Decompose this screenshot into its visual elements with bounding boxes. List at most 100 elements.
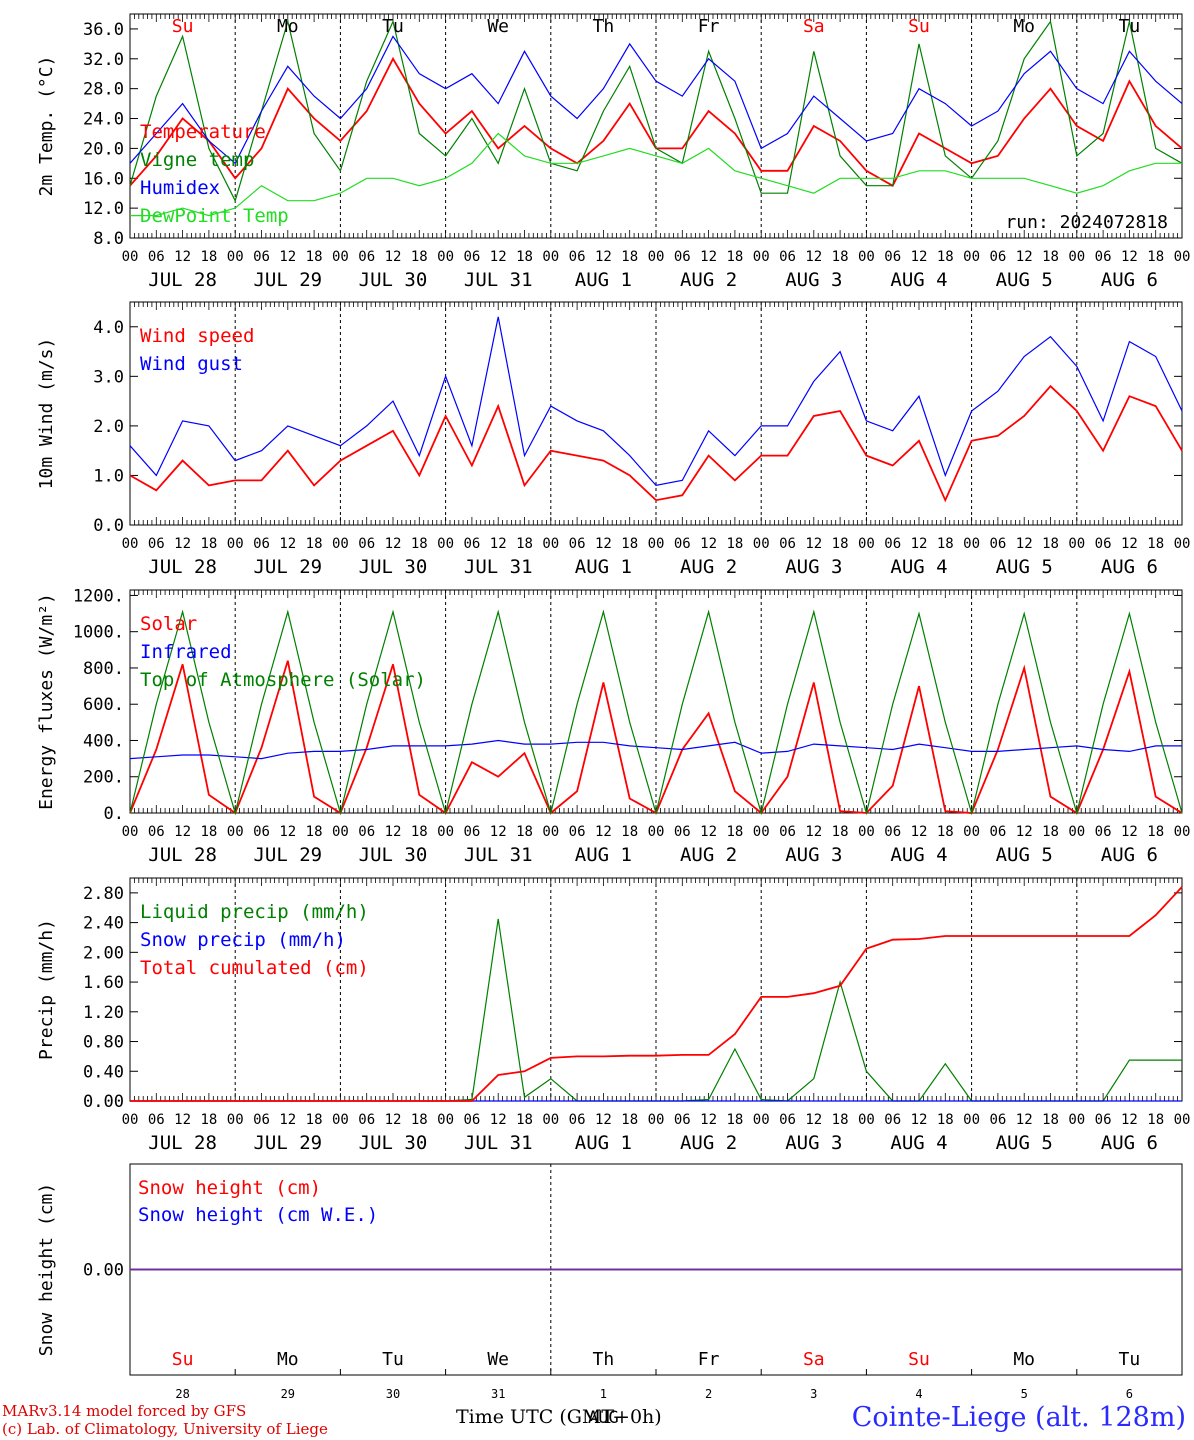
series-wind-gust <box>129 316 1183 487</box>
hour-label: 12 <box>174 249 191 265</box>
hour-label: 00 <box>542 1112 559 1128</box>
date-label: JUL 29 <box>253 1132 322 1154</box>
hour-label: 06 <box>1095 1112 1112 1128</box>
legend-entry: Wind gust <box>140 353 243 375</box>
hour-label: 00 <box>542 536 559 552</box>
hour-label: 00 <box>437 824 454 840</box>
hour-label: 06 <box>1095 249 1112 265</box>
hour-label: 12 <box>1121 249 1138 265</box>
hour-label: 06 <box>674 249 691 265</box>
hour-label: 18 <box>516 536 533 552</box>
hour-label: 00 <box>858 1112 875 1128</box>
hour-label: 00 <box>227 1112 244 1128</box>
hour-label: 00 <box>648 824 665 840</box>
hour-label: 06 <box>463 249 480 265</box>
hour-label: 18 <box>1147 536 1164 552</box>
hour-label: 06 <box>463 536 480 552</box>
y-axis-title: Snow height (cm) <box>36 1183 57 1356</box>
hour-label: 00 <box>122 1112 139 1128</box>
hour-label: 00 <box>753 536 770 552</box>
hour-label: 18 <box>726 249 743 265</box>
hour-label: 06 <box>148 536 165 552</box>
hour-label: 00 <box>858 824 875 840</box>
date-label: JUL 31 <box>464 556 533 578</box>
date-label: AUG 5 <box>996 1132 1053 1154</box>
date-label: AUG 3 <box>785 269 842 291</box>
hour-label: 06 <box>358 1112 375 1128</box>
hour-label: 06 <box>569 249 586 265</box>
hour-label: 12 <box>385 249 402 265</box>
date-label: AUG 1 <box>575 269 632 291</box>
date-label: JUL 28 <box>148 556 217 578</box>
y-tick-label: 24.0 <box>83 110 124 130</box>
hour-label: 00 <box>1174 249 1191 265</box>
series-top-of-atmosphere-solar- <box>129 609 1183 816</box>
legend-entry: Vigne temp <box>140 149 254 171</box>
y-tick-label: 0. <box>104 804 124 824</box>
hour-label: 18 <box>306 1112 323 1128</box>
y-tick-label: 4.0 <box>93 318 124 338</box>
date-label: JUL 30 <box>359 556 428 578</box>
weekday-label: Th <box>593 16 615 37</box>
hour-label: 06 <box>884 1112 901 1128</box>
date-label: JUL 31 <box>464 844 533 866</box>
weekday-label: Th <box>593 1349 615 1370</box>
hour-label: 06 <box>148 824 165 840</box>
hour-label: 00 <box>1174 536 1191 552</box>
hour-label: 18 <box>411 536 428 552</box>
weekday-label: We <box>487 1349 509 1370</box>
y-tick-label: 600. <box>83 695 124 715</box>
hour-label: 18 <box>516 249 533 265</box>
series-dewpoint-temp <box>130 132 1182 217</box>
hour-label: 12 <box>1121 1112 1138 1128</box>
y-tick-label: 8.0 <box>93 229 124 249</box>
panel-1-x-ticks <box>129 302 1183 525</box>
hour-label: 00 <box>1174 824 1191 840</box>
y-axis-title: Energy fluxes (W/m²) <box>36 593 57 810</box>
hour-label: 18 <box>1042 536 1059 552</box>
y-tick-label: 2.40 <box>83 914 124 934</box>
hour-label: 00 <box>963 1112 980 1128</box>
hour-label: 06 <box>884 249 901 265</box>
panel-2-x-ticks <box>129 590 1183 813</box>
hour-label: 00 <box>1068 249 1085 265</box>
y-tick-label: 1000. <box>73 623 124 643</box>
hour-label: 00 <box>1068 536 1085 552</box>
hour-label: 12 <box>595 249 612 265</box>
hour-label: 12 <box>490 249 507 265</box>
hour-label: 18 <box>726 536 743 552</box>
legend-entry: Snow precip (mm/h) <box>140 929 346 951</box>
hour-label: 18 <box>200 536 217 552</box>
hour-label: 06 <box>989 824 1006 840</box>
date-number: 5 <box>1021 1387 1028 1401</box>
hour-label: 06 <box>779 249 796 265</box>
weekday-label: We <box>487 16 509 37</box>
hour-label: 00 <box>332 249 349 265</box>
hour-label: 18 <box>200 249 217 265</box>
hour-label: 06 <box>884 824 901 840</box>
series-humidex <box>129 35 1183 165</box>
date-number: 2 <box>705 1387 712 1401</box>
date-label: AUG 2 <box>680 1132 737 1154</box>
date-label: AUG 4 <box>890 1132 947 1154</box>
hour-label: 06 <box>989 249 1006 265</box>
hour-label: 06 <box>148 1112 165 1128</box>
date-label: AUG 3 <box>785 844 842 866</box>
date-label: JUL 30 <box>359 269 428 291</box>
legend-entry: Snow height (cm W.E.) <box>138 1204 378 1226</box>
hour-label: 12 <box>174 536 191 552</box>
hour-label: 18 <box>516 1112 533 1128</box>
weekday-label: Tu <box>1119 16 1141 37</box>
y-tick-label: 0.0 <box>93 516 124 536</box>
date-number: 30 <box>386 1387 400 1401</box>
hour-label: 12 <box>700 249 717 265</box>
hour-label: 00 <box>437 249 454 265</box>
hour-label: 12 <box>595 536 612 552</box>
hour-label: 12 <box>595 1112 612 1128</box>
date-label: AUG 2 <box>680 556 737 578</box>
date-number: 29 <box>281 1387 295 1401</box>
hour-label: 18 <box>726 824 743 840</box>
hour-label: 18 <box>306 824 323 840</box>
y-tick-label: 400. <box>83 731 124 751</box>
hour-label: 00 <box>122 249 139 265</box>
